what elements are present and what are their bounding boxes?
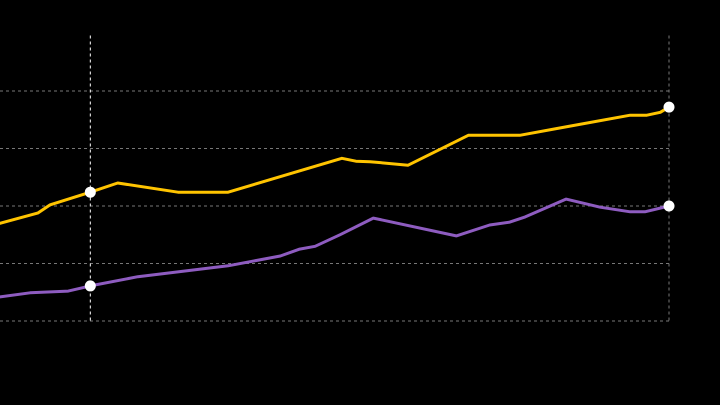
series-purple-marker	[663, 200, 675, 212]
series-purple-line	[0, 197, 671, 299]
series-lines	[0, 105, 671, 299]
series-yellow-marker	[84, 186, 96, 198]
markers	[84, 101, 675, 292]
series-purple-marker	[84, 280, 96, 292]
vertical-guides	[89, 35, 670, 321]
series-yellow-marker	[663, 101, 675, 113]
series-yellow-line	[0, 105, 671, 225]
